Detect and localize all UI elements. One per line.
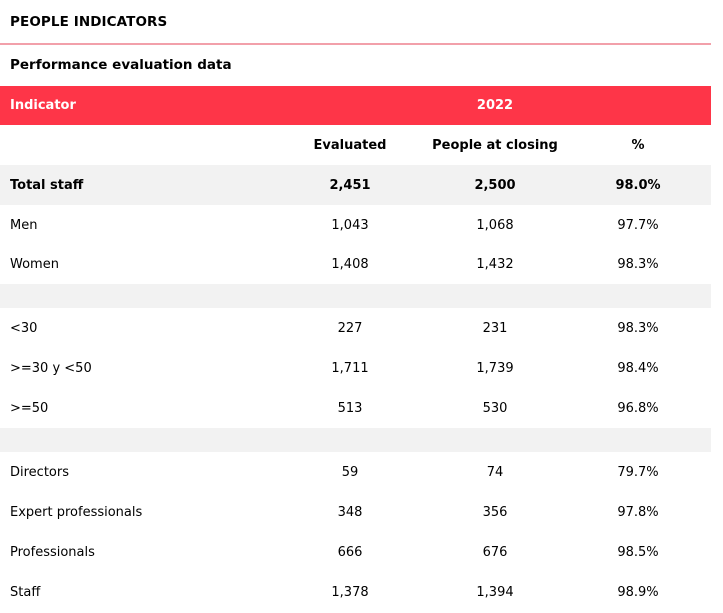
title-divider: [0, 43, 711, 45]
row-label: >=30 y <50: [10, 360, 92, 376]
table-row-total-staff: Total staff 2,451 2,500 98.0%: [0, 165, 711, 205]
people-value: 1,068: [476, 217, 514, 233]
evaluated-value: 59: [341, 464, 359, 480]
row-label: <30: [10, 320, 38, 336]
evaluated-value: 2,451: [329, 177, 371, 193]
section-title: PEOPLE INDICATORS: [10, 14, 168, 30]
percent-value: 79.7%: [617, 464, 659, 480]
percent-value: 98.3%: [617, 257, 659, 272]
table-row-age-30-to-50: >=30 y <50 1,711 1,739 98.4%: [0, 348, 711, 388]
row-label: Women: [10, 257, 59, 272]
evaluated-value: 1,378: [331, 584, 369, 600]
percent-value: 97.7%: [617, 217, 659, 233]
group-separator: [0, 284, 711, 308]
people-value: 1,432: [476, 257, 514, 272]
row-label: Expert professionals: [10, 504, 143, 520]
percent-value: 98.9%: [617, 584, 659, 600]
percent-value: 98.4%: [617, 360, 659, 376]
table-row-age-50-plus: >=50 513 530 96.8%: [0, 388, 711, 428]
table-header-row: Indicator 2022: [0, 86, 711, 125]
percent-value: 96.8%: [617, 400, 659, 416]
row-label: Total staff: [10, 177, 84, 193]
percent-column-header: %: [631, 137, 645, 153]
group-separator: [0, 428, 711, 452]
performance-table: Indicator 2022 Evaluated People at closi…: [0, 86, 711, 612]
people-value: 1,739: [476, 360, 514, 376]
evaluated-value: 227: [337, 320, 363, 336]
people-value: 2,500: [474, 177, 516, 193]
people-value: 231: [482, 320, 508, 336]
people-value: 356: [482, 504, 508, 520]
year-header: 2022: [476, 98, 514, 113]
evaluated-value: 348: [337, 504, 363, 520]
people-value: 530: [482, 400, 508, 416]
row-label: Directors: [10, 464, 69, 480]
percent-value: 98.0%: [615, 177, 661, 193]
indicator-header: Indicator: [10, 98, 76, 113]
evaluated-value: 1,711: [331, 360, 369, 376]
evaluated-value: 1,043: [331, 217, 369, 233]
people-value: 676: [482, 544, 508, 560]
table-subtitle: Performance evaluation data: [10, 57, 232, 73]
people-at-closing-column-header: People at closing: [432, 137, 558, 153]
table-row-professionals: Professionals 666 676 98.5%: [0, 532, 711, 572]
evaluated-column-header: Evaluated: [313, 137, 387, 153]
people-value: 74: [486, 464, 504, 480]
column-header-row: Evaluated People at closing %: [0, 125, 711, 165]
table-row-men: Men 1,043 1,068 97.7%: [0, 205, 711, 245]
evaluated-value: 666: [337, 544, 363, 560]
people-value: 1,394: [476, 584, 514, 600]
row-label: Professionals: [10, 544, 95, 560]
row-label: Men: [10, 217, 38, 233]
percent-value: 98.3%: [617, 320, 659, 336]
percent-value: 97.8%: [617, 504, 659, 520]
table-row-expert-professionals: Expert professionals 348 356 97.8%: [0, 492, 711, 532]
row-label: Staff: [10, 584, 41, 600]
table-row-age-under-30: <30 227 231 98.3%: [0, 308, 711, 348]
percent-value: 98.5%: [617, 544, 659, 560]
table-row-directors: Directors 59 74 79.7%: [0, 452, 711, 492]
row-label: >=50: [10, 400, 49, 416]
evaluated-value: 513: [337, 400, 363, 416]
table-row-staff: Staff 1,378 1,394 98.9%: [0, 572, 711, 612]
table-row-women: Women 1,408 1,432 98.3%: [0, 245, 711, 284]
evaluated-value: 1,408: [331, 257, 369, 272]
